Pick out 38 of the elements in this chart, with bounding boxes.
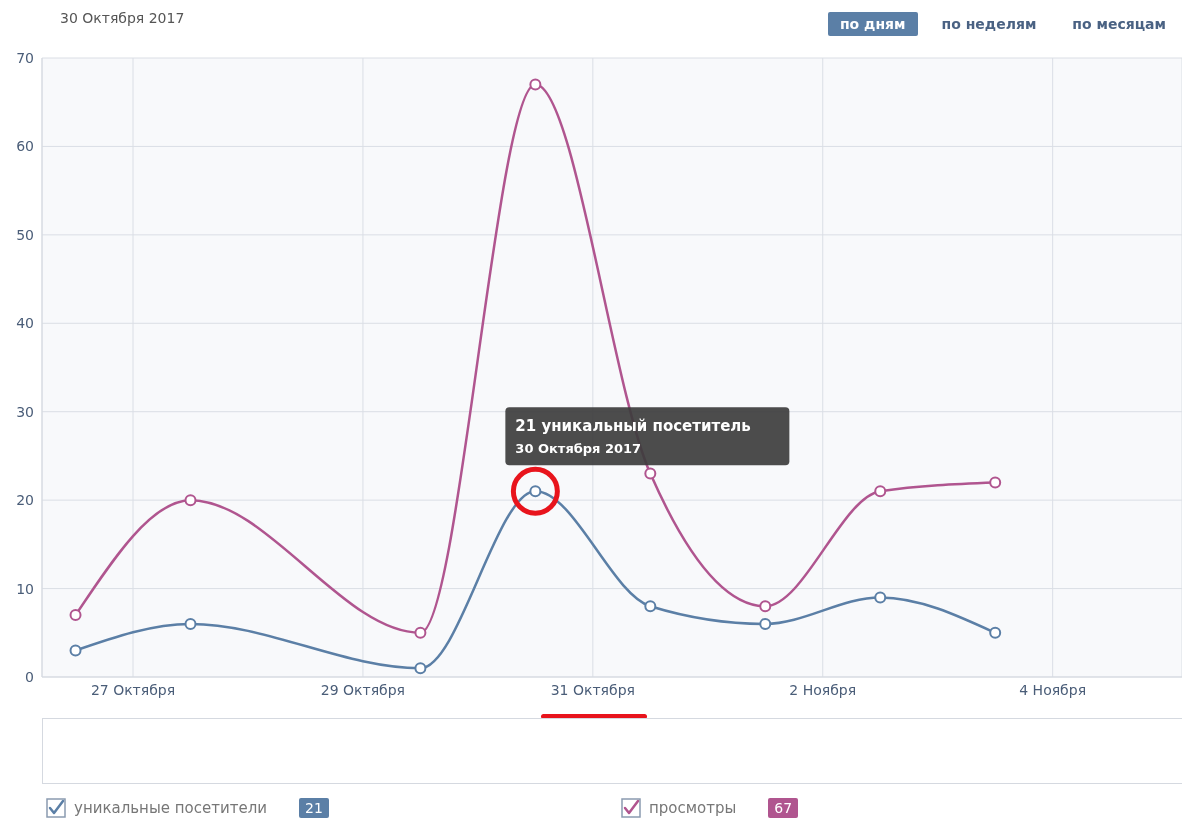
chart-title: 30 Октября 2017	[60, 10, 185, 26]
point	[989, 626, 1002, 639]
y-tick-label: 40	[16, 315, 34, 332]
y-tick-label: 50	[16, 226, 34, 243]
x-tick-label: 2 Ноября	[789, 681, 857, 698]
point	[989, 476, 1002, 489]
point	[69, 609, 82, 622]
x-tick-label: 29 Октября	[320, 681, 406, 698]
legend-label: уникальные посетители	[74, 799, 268, 817]
tooltip-box: 21 уникальный посетитель 30 Октября 2017	[505, 407, 790, 466]
legend-label: просмотры	[649, 799, 737, 817]
point	[414, 662, 427, 675]
y-tick-label: 0	[25, 668, 34, 685]
point	[414, 626, 427, 639]
y-tick-label: 20	[16, 492, 34, 509]
annotation: 21 уникальный посетитель 30 Октября 2017	[515, 417, 751, 457]
point	[874, 485, 887, 498]
point	[184, 617, 197, 630]
point	[184, 494, 197, 507]
point	[874, 591, 887, 604]
text: по месяцам	[1071, 15, 1167, 34]
y-tick-label: 70	[16, 49, 34, 66]
point	[529, 78, 542, 91]
x-tick-label: 4 Ноября	[1019, 681, 1087, 698]
point	[644, 467, 657, 480]
point	[644, 600, 657, 613]
text: 21	[299, 798, 329, 818]
y-tick-label: 60	[16, 138, 34, 155]
y-tick-label: 30	[16, 403, 34, 420]
x-tick-label: 27 Октября	[90, 681, 176, 698]
text: по дням	[827, 12, 918, 36]
point	[69, 644, 82, 657]
x-tick-label: 31 Октября	[550, 681, 635, 698]
point	[759, 617, 772, 630]
text: по неделям	[940, 15, 1038, 34]
y-tick-label: 10	[16, 580, 34, 597]
text: 67	[768, 798, 799, 818]
point	[759, 600, 772, 613]
